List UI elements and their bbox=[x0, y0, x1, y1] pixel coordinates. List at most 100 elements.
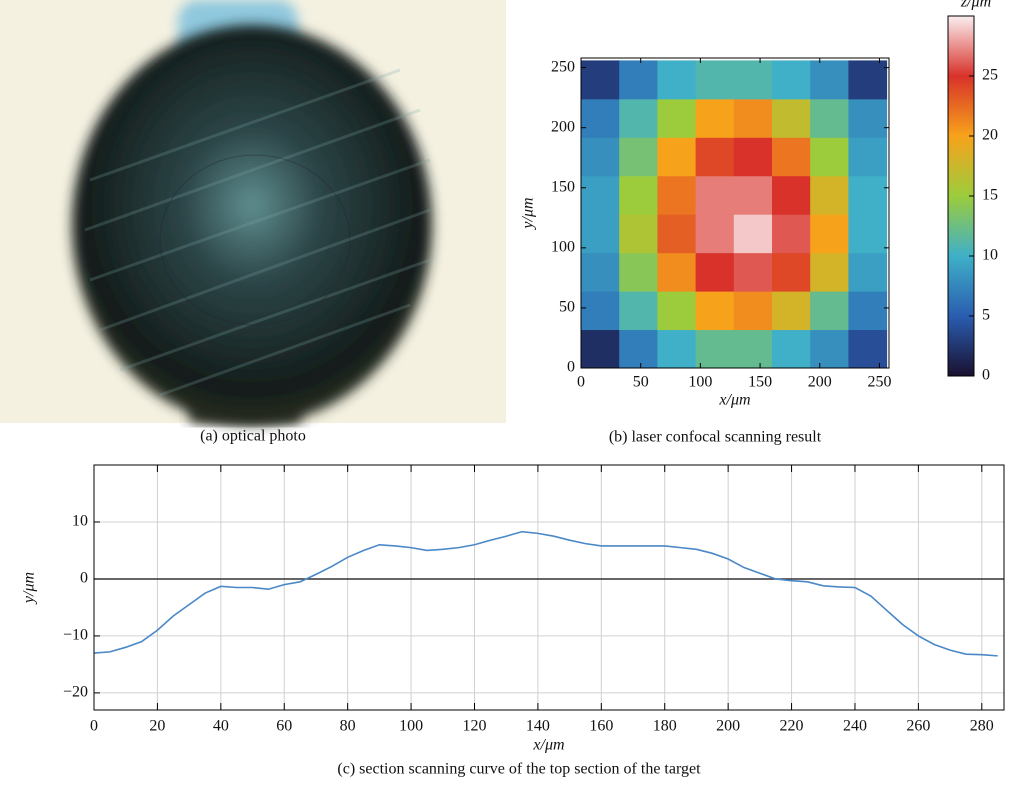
x-tick-label: 200 bbox=[716, 718, 740, 735]
heat-cell bbox=[810, 214, 849, 254]
heat-cell bbox=[581, 214, 620, 254]
heat-cell bbox=[657, 329, 697, 369]
x-tick-label: 240 bbox=[843, 718, 867, 735]
heat-cell bbox=[772, 137, 811, 177]
x-tick-label: 100 bbox=[688, 374, 712, 391]
y-axis-label: y/μm bbox=[520, 197, 537, 230]
x-tick-label: 50 bbox=[633, 374, 649, 391]
heat-cell bbox=[733, 329, 773, 369]
heat-cell bbox=[772, 329, 811, 369]
x-axis-label: x/μm bbox=[532, 737, 564, 754]
heat-cell bbox=[810, 137, 849, 177]
line-series bbox=[93, 530, 998, 657]
y-axis-label: y/μm bbox=[21, 572, 38, 605]
x-tick-label: 260 bbox=[906, 718, 930, 735]
heat-cell bbox=[657, 252, 697, 292]
heat-cell bbox=[772, 291, 811, 331]
heat-cell bbox=[810, 60, 849, 100]
heat-cell bbox=[619, 60, 658, 100]
optical-photo bbox=[0, 0, 506, 425]
heat-cell bbox=[619, 252, 658, 292]
y-tick-label: 150 bbox=[551, 178, 575, 195]
x-tick-label: 0 bbox=[90, 718, 98, 735]
heat-cell bbox=[848, 252, 888, 292]
heat-cell bbox=[581, 137, 620, 177]
heat-cell bbox=[772, 98, 811, 138]
heat-cell bbox=[581, 291, 620, 331]
colorbar-tick-label: 5 bbox=[982, 307, 990, 324]
colorbar-tick-label: 25 bbox=[982, 67, 998, 84]
heat-cell bbox=[810, 291, 849, 331]
heat-cell bbox=[733, 214, 773, 254]
heat-cell bbox=[695, 252, 735, 292]
heat-cell bbox=[695, 137, 735, 177]
heat-cell bbox=[848, 98, 888, 138]
heat-cell bbox=[810, 98, 849, 138]
heat-cell bbox=[695, 214, 735, 254]
y-tick-label: 10 bbox=[72, 513, 88, 530]
x-tick-label: 140 bbox=[526, 718, 550, 735]
heat-cell bbox=[581, 98, 620, 138]
heat-cell bbox=[848, 60, 888, 100]
heat-cell bbox=[581, 252, 620, 292]
caption: (c) section scanning curve of the top se… bbox=[337, 761, 701, 778]
x-tick-label: 180 bbox=[653, 718, 677, 735]
x-tick-label: 150 bbox=[748, 374, 772, 391]
heat-cell bbox=[733, 252, 773, 292]
colorbar-tick-label: 20 bbox=[982, 127, 998, 144]
heat-cell bbox=[695, 175, 735, 215]
heat-cell bbox=[581, 329, 620, 369]
x-tick-label: 40 bbox=[213, 718, 229, 735]
heat-cell bbox=[695, 98, 735, 138]
heat-cell bbox=[810, 329, 849, 369]
x-tick-label: 100 bbox=[399, 718, 423, 735]
heat-cell bbox=[733, 98, 773, 138]
x-tick-label: 220 bbox=[780, 718, 804, 735]
y-tick-label: 250 bbox=[551, 58, 575, 75]
heat-cell bbox=[657, 175, 697, 215]
caption: (b) laser confocal scanning result bbox=[609, 429, 822, 446]
heat-cell bbox=[772, 175, 811, 215]
x-tick-label: 250 bbox=[867, 374, 891, 391]
heat-cell bbox=[695, 329, 735, 369]
plot-frame bbox=[580, 57, 890, 369]
heat-cell bbox=[695, 291, 735, 331]
y-tick-label: 200 bbox=[551, 118, 575, 135]
x-tick-label: 120 bbox=[462, 718, 486, 735]
heat-cell bbox=[733, 60, 773, 100]
x-tick-label: 0 bbox=[577, 374, 585, 391]
caption: (a) optical photo bbox=[200, 428, 306, 445]
heat-cell bbox=[772, 60, 811, 100]
heat-cell bbox=[810, 175, 849, 215]
y-tick-label: 100 bbox=[551, 239, 575, 256]
x-tick-label: 80 bbox=[340, 718, 356, 735]
plot-frame bbox=[93, 464, 1005, 711]
x-tick-label: 160 bbox=[589, 718, 613, 735]
heat-cell bbox=[848, 137, 888, 177]
colorbar-tick-label: 0 bbox=[982, 367, 990, 384]
colorbar-tick-label: 15 bbox=[982, 187, 998, 204]
heat-cell bbox=[619, 175, 658, 215]
heat-cell bbox=[733, 137, 773, 177]
heat-cell bbox=[772, 214, 811, 254]
heat-cell bbox=[657, 137, 697, 177]
colorbar-tick-label: 10 bbox=[982, 247, 998, 264]
heat-cell bbox=[619, 137, 658, 177]
heat-cell bbox=[581, 60, 620, 100]
heat-cell bbox=[848, 214, 888, 254]
x-tick-label: 20 bbox=[149, 718, 165, 735]
heat-cell bbox=[619, 291, 658, 331]
heat-cell bbox=[657, 60, 697, 100]
heat-cell bbox=[848, 329, 888, 369]
x-tick-label: 200 bbox=[808, 374, 832, 391]
heat-cell bbox=[657, 98, 697, 138]
y-tick-label: 50 bbox=[559, 299, 575, 316]
y-tick-label: 0 bbox=[80, 570, 88, 587]
heat-cell bbox=[772, 252, 811, 292]
y-tick-label: −10 bbox=[63, 627, 88, 644]
heat-cell bbox=[733, 291, 773, 331]
heat-cell bbox=[581, 175, 620, 215]
heat-cell bbox=[810, 252, 849, 292]
heat-cell bbox=[695, 60, 735, 100]
